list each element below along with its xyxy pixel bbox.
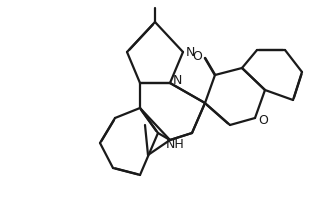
Text: NH: NH bbox=[165, 138, 184, 152]
Text: N: N bbox=[185, 46, 195, 59]
Text: N: N bbox=[172, 74, 182, 86]
Text: O: O bbox=[192, 49, 202, 63]
Text: O: O bbox=[258, 113, 268, 127]
